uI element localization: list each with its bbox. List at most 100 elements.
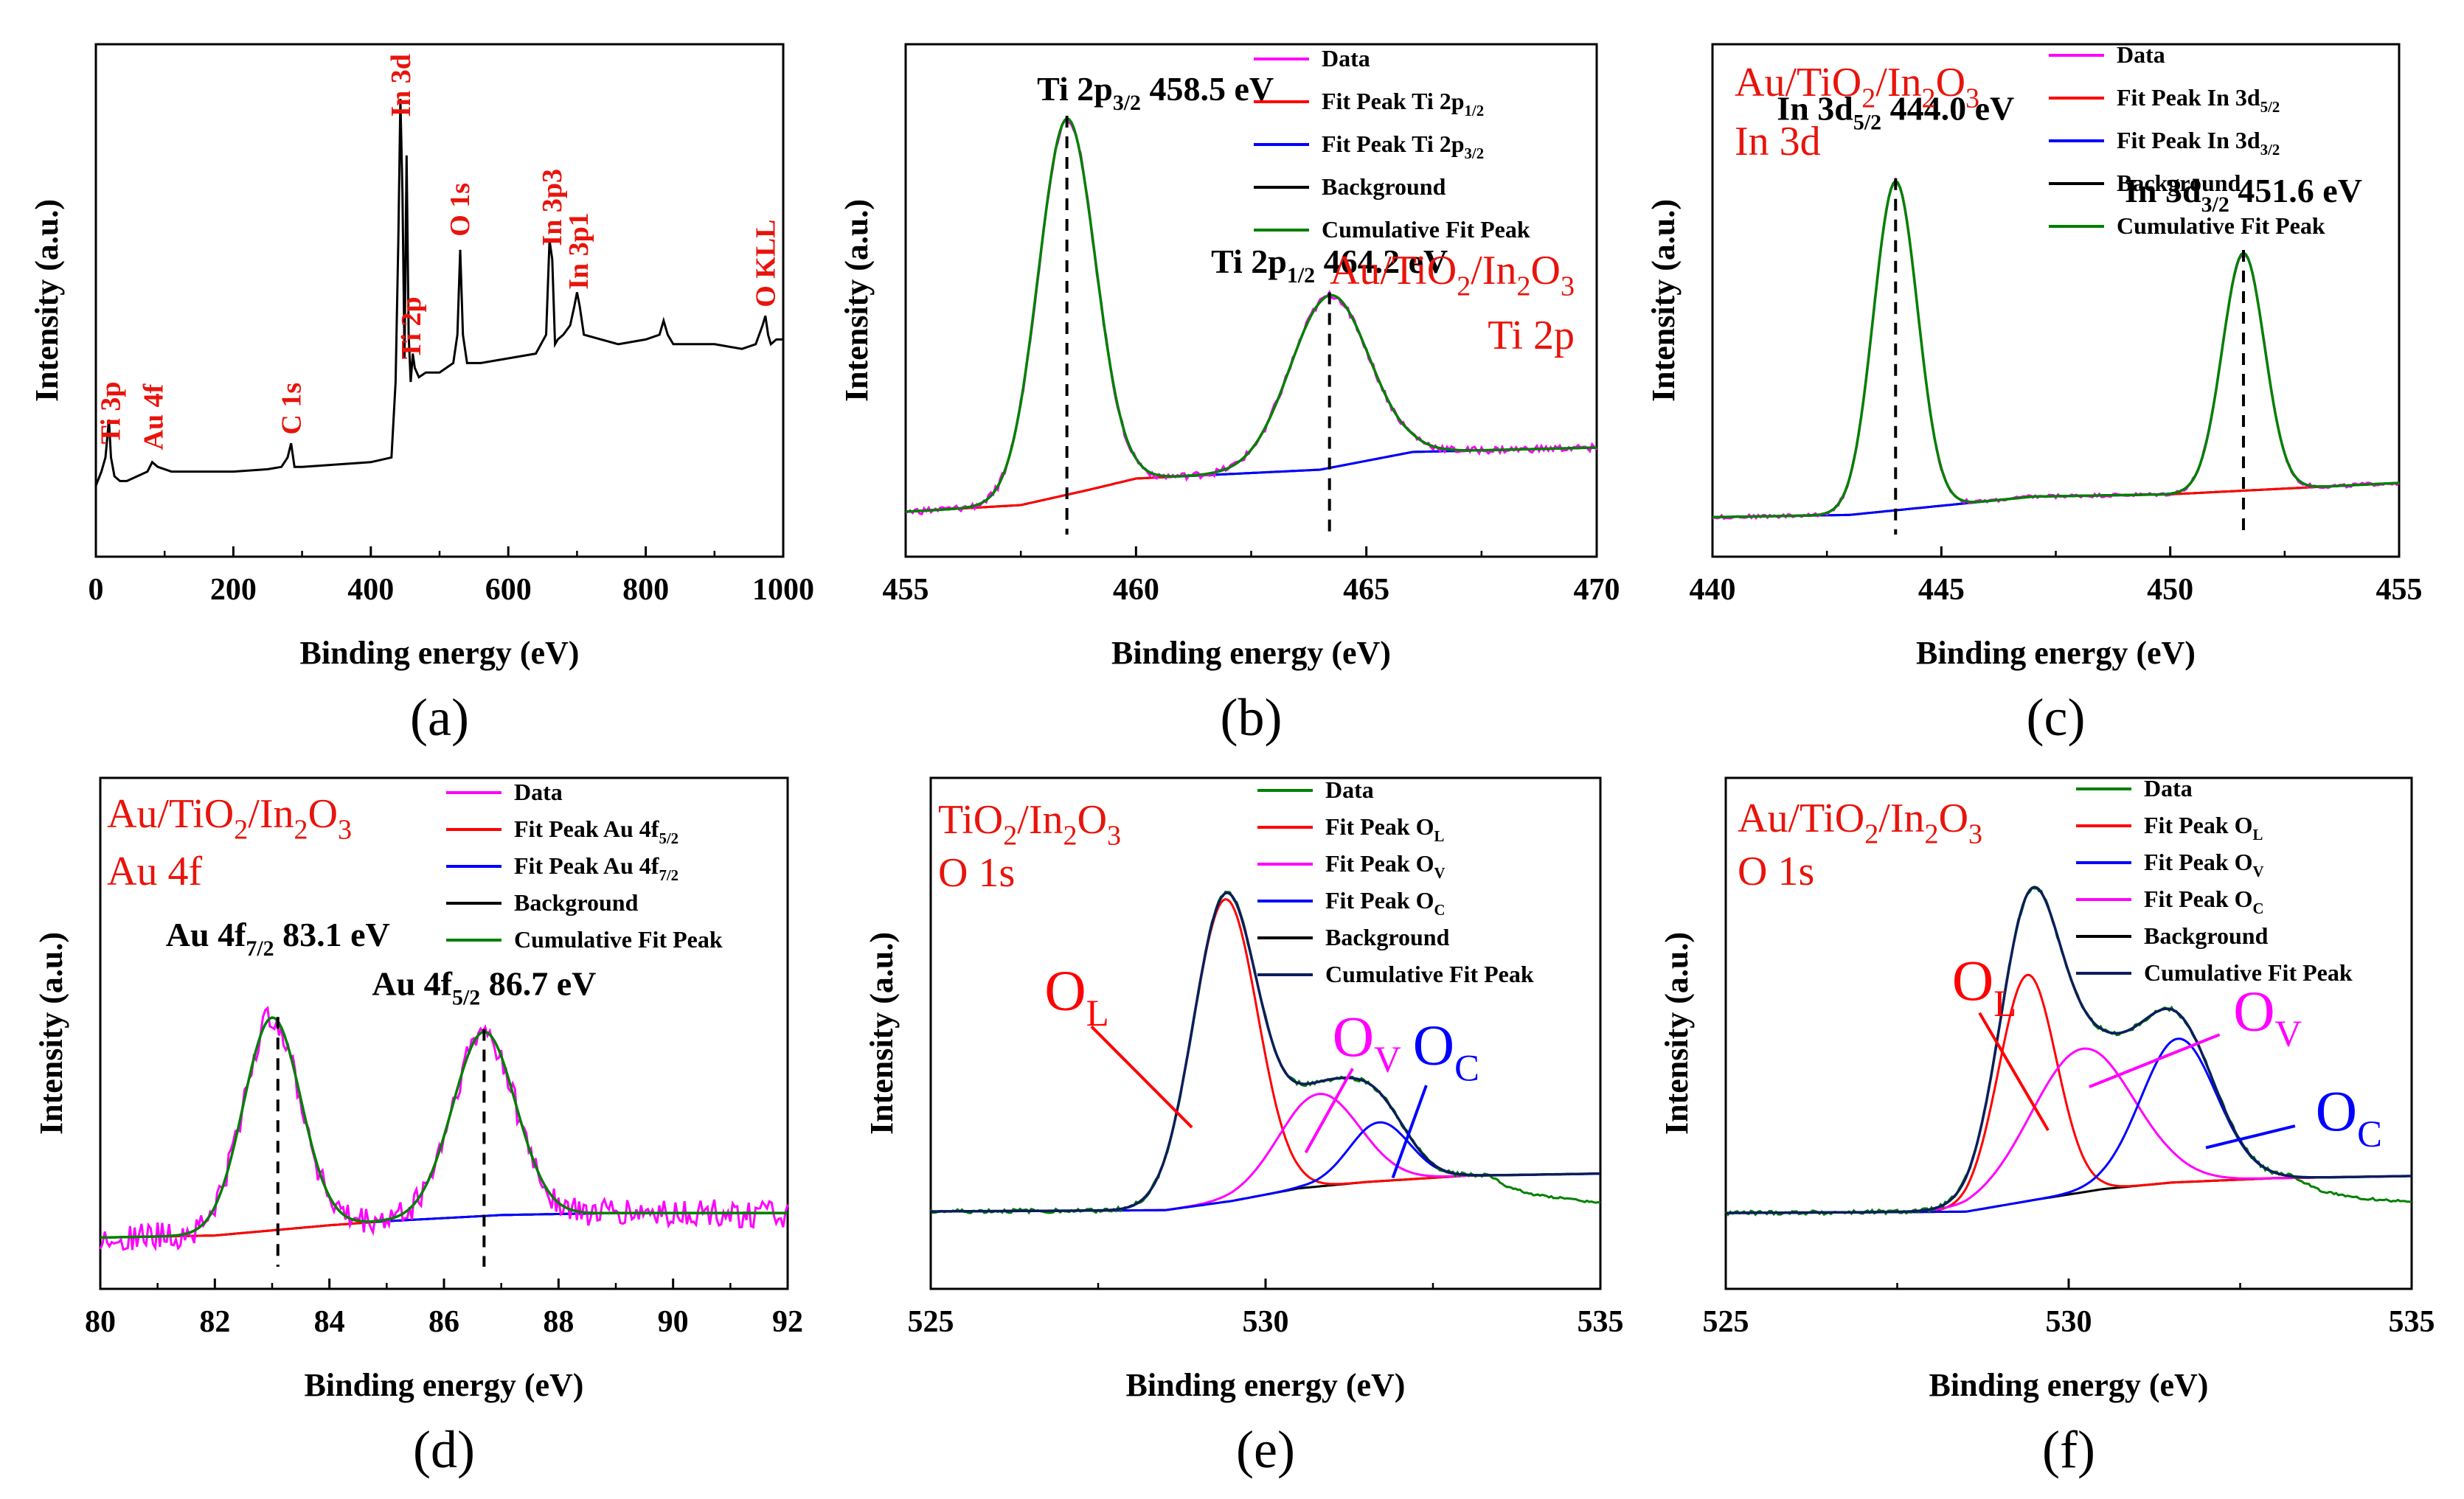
legend-label: Background	[514, 889, 639, 916]
fit-peak-line	[931, 1121, 1600, 1213]
chart-panel-c: 440 445 450 455 Binding energy (eV) Intensity…	[1645, 41, 2423, 747]
y-axis-label: Intensity (a.u.)	[864, 932, 900, 1135]
panel-label: (e)	[1236, 1420, 1295, 1479]
sample-label: TiO2/In2O3	[938, 797, 1121, 852]
x-tick-label: 455	[883, 573, 929, 607]
component-label: OL	[1952, 948, 2016, 1024]
peak-label: In 3d3/2 451.6 eV	[2125, 172, 2362, 217]
x-tick-label: 530	[2046, 1305, 2092, 1339]
plot-frame	[94, 43, 785, 558]
x-tick-label: 84	[314, 1305, 345, 1339]
peak-label: Au 4f5/2 86.7 eV	[372, 965, 596, 1010]
legend-label: Cumulative Fit Peak	[1325, 961, 1534, 987]
chart-panel-f: 525 530 535 Binding energy (eV) Intensity (a…	[1659, 775, 2435, 1479]
cumulative-fit-line	[1712, 179, 2400, 519]
legend-label: Background	[2117, 170, 2241, 196]
chart-panel-b: 455 460 465 470 Binding energy (eV) Intensity…	[839, 43, 1620, 747]
legend-label: Fit Peak OC	[2144, 886, 2264, 917]
legend-label: Cumulative Fit Peak	[2144, 959, 2353, 986]
legend-label: Fit Peak Au 4f5/2	[514, 815, 679, 847]
component-pointer-line	[2205, 1124, 2296, 1150]
legend-label: Data	[1322, 45, 1370, 72]
x-tick-label: 470	[1574, 573, 1620, 607]
sample-label-line2: O 1s	[1738, 849, 1814, 894]
peak-annotation: O 1s	[445, 183, 476, 237]
x-tick-label: 525	[908, 1305, 954, 1339]
background-line	[931, 1172, 1600, 1213]
chart-panel-d: 80 82 84 86 88 90 92 Binding energy (eV) Intensi…	[33, 776, 803, 1479]
peak-annotation: In 3p3	[537, 169, 568, 246]
panel-label: (c)	[2027, 688, 2086, 747]
x-tick-label: 525	[1703, 1305, 1749, 1339]
peak-label: Au 4f7/2 83.1 eV	[166, 916, 390, 961]
component-pointer-line	[1304, 1068, 1354, 1154]
legend-label: Fit Peak OL	[1325, 813, 1444, 845]
x-axis-label: Binding energy (eV)	[1111, 635, 1391, 671]
x-tick-label: 450	[2147, 573, 2193, 607]
sample-label: Au/TiO2/In2O3	[1738, 796, 1982, 850]
y-axis-label: Intensity (a.u.)	[33, 932, 69, 1135]
component-pointer-line	[2089, 1033, 2221, 1088]
sample-label: Au/TiO2/In2O3	[1735, 60, 1979, 114]
x-tick-label: 88	[543, 1305, 574, 1339]
x-tick-label: 400	[347, 573, 394, 607]
peak-annotation: O KLL	[751, 219, 782, 307]
cumulative-fit-line	[905, 117, 1597, 513]
legend-label: Data	[2117, 41, 2165, 68]
peak-annotation: Ti 2p	[396, 296, 427, 359]
legend-label: Cumulative Fit Peak	[514, 926, 723, 953]
panel-label: (f)	[2042, 1420, 2095, 1479]
peak-annotation: C 1s	[277, 383, 308, 435]
y-axis-label: Intensity (a.u.)	[29, 199, 65, 402]
y-axis-label: Intensity (a.u.)	[1659, 932, 1695, 1135]
x-axis-label: Binding energy (eV)	[1126, 1367, 1406, 1403]
component-pointer-line	[1391, 1085, 1428, 1179]
fit-peak-line	[931, 898, 1600, 1213]
peak-annotation: In 3p1	[563, 212, 594, 290]
x-tick-label: 455	[2376, 573, 2423, 607]
fit-peak-line	[1726, 1047, 2412, 1214]
legend-label: Data	[514, 779, 563, 805]
panel-label: (d)	[413, 1420, 475, 1479]
component-label: OL	[1044, 958, 1108, 1034]
x-tick-label: 86	[428, 1305, 459, 1339]
peak-annotation: In 3d	[386, 54, 417, 117]
legend-label: Fit Peak OV	[2144, 849, 2264, 880]
component-label: OC	[1413, 1013, 1479, 1089]
x-tick-label: 600	[485, 573, 532, 607]
sample-label-line2: Ti 2p	[1488, 313, 1575, 358]
peak-annotation: Ti 3p	[96, 382, 127, 445]
chart-panel-e: 525 530 535 Binding energy (eV) Intensity (a…	[864, 776, 1624, 1479]
cumulative-fit-line	[100, 1016, 788, 1239]
x-tick-label: 535	[1578, 1305, 1624, 1339]
x-tick-label: 90	[658, 1305, 689, 1339]
legend-label: Fit Peak In 3d5/2	[2117, 84, 2280, 116]
peak-annotation: Au 4f	[138, 383, 169, 450]
sample-label-line2: O 1s	[938, 850, 1015, 896]
background-line	[1726, 1175, 2412, 1214]
x-tick-label: 440	[1690, 573, 1736, 607]
fit-peak-line	[1726, 1037, 2412, 1214]
component-label: OV	[1333, 1004, 1401, 1080]
x-tick-label: 465	[1343, 573, 1389, 607]
data-line	[1724, 886, 2412, 1217]
x-axis-label: Binding energy (eV)	[305, 1367, 584, 1403]
peak-label: Ti 2p1/2 464.2 eV	[1211, 243, 1448, 288]
x-tick-label: 200	[210, 573, 257, 607]
legend-label: Fit Peak Ti 2p3/2	[1322, 131, 1484, 162]
peak-label: In 3d5/2 444.0 eV	[1777, 90, 2014, 135]
x-tick-label: 0	[89, 573, 104, 607]
x-axis-label: Binding energy (eV)	[300, 635, 580, 671]
x-tick-label: 460	[1113, 573, 1159, 607]
x-axis-label: Binding energy (eV)	[1916, 635, 2196, 671]
component-pointer-line	[1978, 1012, 2050, 1132]
legend-label: Fit Peak In 3d3/2	[2117, 127, 2280, 159]
legend-label: Background	[1322, 173, 1446, 200]
legend-label: Cumulative Fit Peak	[1322, 216, 1530, 243]
survey-spectrum-line	[94, 98, 783, 487]
sample-label: Au/TiO2/In2O3	[1330, 248, 1575, 302]
legend-label: Fit Peak Au 4f7/2	[514, 852, 679, 884]
x-tick-label: 530	[1243, 1305, 1289, 1339]
legend-label: Fit Peak OV	[1325, 850, 1446, 882]
